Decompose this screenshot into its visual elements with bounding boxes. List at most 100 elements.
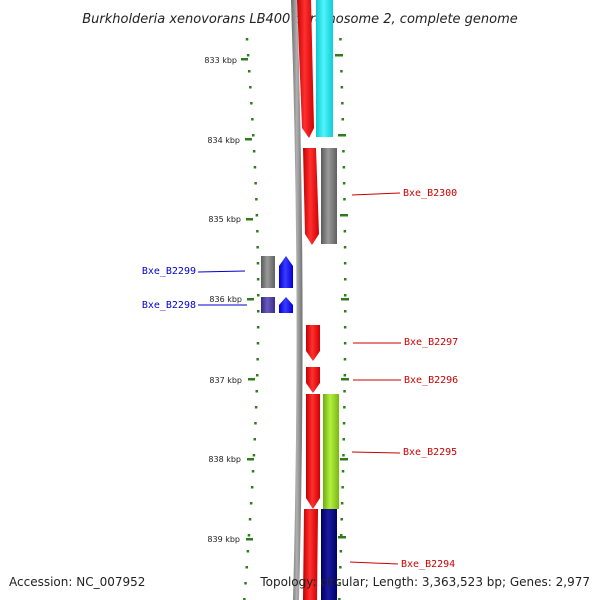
minor-tick bbox=[251, 470, 255, 473]
minor-tick bbox=[341, 470, 345, 473]
minor-tick bbox=[342, 150, 345, 153]
minor-tick bbox=[340, 518, 343, 521]
gene-label-bxe-b2298[interactable]: Bxe_B2298 bbox=[142, 300, 196, 311]
cog-feature-green-b2295[interactable] bbox=[323, 394, 339, 509]
tick-label-839: 839 kbp bbox=[207, 535, 240, 544]
major-tick bbox=[338, 536, 346, 539]
cds-feature-bxe-b2299[interactable] bbox=[279, 256, 293, 288]
cds-feature-bxe-b2297[interactable] bbox=[306, 325, 320, 361]
minor-tick bbox=[339, 566, 342, 569]
minor-tick bbox=[253, 166, 257, 169]
minor-tick bbox=[255, 198, 258, 201]
major-tick bbox=[247, 298, 254, 301]
minor-tick bbox=[257, 310, 260, 313]
minor-tick bbox=[344, 294, 347, 297]
leader-line-b2294 bbox=[349, 561, 399, 565]
tick-label-836: 836 kbp bbox=[209, 295, 242, 304]
minor-tick bbox=[256, 342, 260, 345]
cog-feature-gray-b2300[interactable] bbox=[321, 148, 337, 244]
leader-line-b2299 bbox=[197, 270, 246, 273]
tick-label-833: 833 kbp bbox=[204, 56, 237, 65]
cds-feature-bxe-b2294[interactable] bbox=[303, 509, 318, 600]
minor-tick bbox=[252, 134, 255, 137]
major-tick bbox=[248, 378, 255, 381]
gene-label-bxe-b2295[interactable]: Bxe_B2295 bbox=[403, 447, 457, 458]
tick-marks-right-major bbox=[335, 54, 349, 539]
minor-tick bbox=[246, 54, 250, 57]
minor-tick bbox=[343, 230, 347, 233]
cds-feature-bxe-b2298[interactable] bbox=[279, 297, 293, 313]
major-tick bbox=[341, 298, 349, 301]
minor-tick bbox=[252, 454, 256, 457]
minor-tick bbox=[256, 246, 259, 249]
cds-feature-top[interactable] bbox=[297, 0, 314, 138]
minor-tick bbox=[340, 534, 343, 537]
minor-tick bbox=[254, 182, 257, 185]
cog-feature-cyan[interactable] bbox=[316, 0, 333, 137]
minor-tick bbox=[342, 166, 346, 169]
minor-tick bbox=[255, 214, 259, 217]
gene-label-bxe-b2294[interactable]: Bxe_B2294 bbox=[401, 559, 455, 570]
minor-tick bbox=[245, 566, 248, 569]
minor-tick bbox=[339, 38, 342, 41]
minor-tick bbox=[256, 326, 260, 329]
minor-ticks-right bbox=[338, 38, 347, 600]
minor-tick bbox=[343, 390, 346, 393]
major-tick bbox=[341, 378, 349, 381]
gene-label-bxe-b2296[interactable]: Bxe_B2296 bbox=[404, 375, 458, 386]
minor-tick bbox=[254, 422, 257, 425]
gene-label-bxe-b2299[interactable]: Bxe_B2299 bbox=[142, 266, 196, 277]
minor-tick bbox=[250, 102, 253, 105]
minor-tick bbox=[244, 582, 247, 585]
cds-feature-bxe-b2300[interactable] bbox=[303, 148, 319, 245]
minor-tick bbox=[243, 598, 246, 600]
cds-feature-bxe-b2295[interactable] bbox=[306, 394, 320, 509]
minor-tick bbox=[344, 278, 347, 281]
tick-label-837: 837 kbp bbox=[209, 376, 242, 385]
minor-tick bbox=[343, 262, 347, 265]
gene-label-bxe-b2297[interactable]: Bxe_B2297 bbox=[404, 337, 458, 348]
cog-feature-gray-b2299[interactable] bbox=[261, 256, 275, 288]
minor-tick bbox=[247, 534, 251, 537]
tick-marks bbox=[241, 58, 255, 541]
minor-tick bbox=[343, 406, 346, 409]
gene-label-bxe-b2300[interactable]: Bxe_B2300 bbox=[403, 188, 457, 199]
minor-tick bbox=[343, 374, 347, 377]
minor-tick bbox=[256, 278, 260, 281]
minor-ticks-left bbox=[243, 38, 260, 600]
minor-tick bbox=[343, 342, 347, 345]
cog-feature-navy-b2294[interactable] bbox=[321, 509, 337, 600]
major-tick bbox=[246, 218, 253, 221]
minor-tick bbox=[338, 598, 341, 600]
minor-tick bbox=[253, 438, 256, 441]
minor-tick bbox=[338, 582, 342, 585]
tick-label-838: 838 kbp bbox=[208, 455, 241, 464]
minor-tick bbox=[342, 438, 345, 441]
leader-lines bbox=[197, 192, 401, 565]
tick-label-834: 834 kbp bbox=[207, 136, 240, 145]
genome-summary-text: Topology: circular; Length: 3,363,523 bp… bbox=[259, 575, 590, 589]
leader-line-b2300 bbox=[351, 192, 401, 196]
minor-tick bbox=[256, 358, 259, 361]
minor-tick bbox=[343, 246, 347, 249]
minor-tick bbox=[342, 454, 345, 457]
minor-tick bbox=[252, 150, 256, 153]
major-tick bbox=[241, 58, 248, 61]
minor-tick bbox=[343, 358, 347, 361]
minor-tick bbox=[341, 102, 344, 105]
cog-feature-purple-b2298[interactable] bbox=[261, 297, 275, 313]
minor-tick bbox=[343, 198, 346, 201]
major-tick bbox=[247, 458, 254, 461]
minor-tick bbox=[256, 374, 259, 377]
minor-tick bbox=[343, 326, 347, 329]
cds-feature-bxe-b2296[interactable] bbox=[306, 367, 320, 393]
major-tick bbox=[338, 134, 346, 137]
major-tick bbox=[246, 538, 253, 541]
minor-tick bbox=[340, 502, 344, 505]
minor-tick bbox=[256, 230, 259, 233]
minor-tick bbox=[248, 518, 252, 521]
minor-tick bbox=[254, 406, 258, 409]
minor-tick bbox=[245, 38, 249, 41]
leader-line-b2295 bbox=[351, 451, 401, 454]
